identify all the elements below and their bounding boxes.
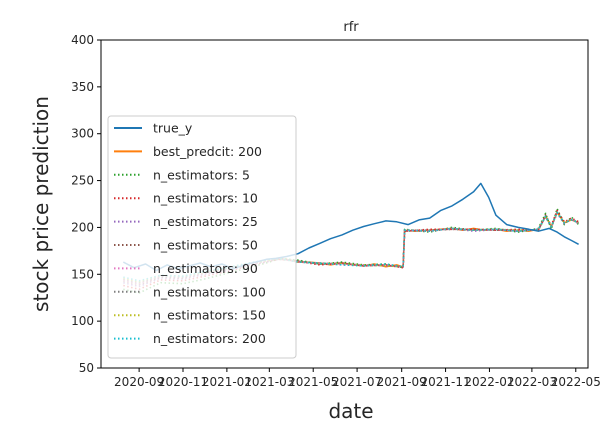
- legend-label-n-estimators-50: n_estimators: 50: [153, 238, 258, 253]
- legend-label-n-estimators-200: n_estimators: 200: [153, 331, 266, 346]
- legend-label-n-estimators-150: n_estimators: 150: [153, 308, 266, 323]
- x-axis-title: date: [328, 399, 373, 423]
- x-tick-label: 2022-03: [507, 375, 557, 389]
- y-tick-label: 150: [71, 267, 94, 281]
- y-tick-label: 50: [79, 361, 94, 375]
- legend-label-n-estimators-10: n_estimators: 10: [153, 191, 258, 206]
- chart-title: rfr: [343, 20, 359, 35]
- x-tick-label: 2021-09: [377, 375, 427, 389]
- x-tick-label: 2020-09: [114, 375, 164, 389]
- legend-label-true-y: true_y: [153, 121, 193, 136]
- legend-label-n-estimators-100: n_estimators: 100: [153, 284, 266, 299]
- legend: true_y best_predcit: 200 n_estimators: 5 n_…: [107, 115, 297, 359]
- x-tick-label: 2021-07: [332, 375, 382, 389]
- y-tick-label: 400: [71, 33, 94, 47]
- y-tick-label: 300: [71, 127, 94, 141]
- y-tick-label: 100: [71, 314, 94, 328]
- x-tick-label: 2020-11: [158, 375, 208, 389]
- x-tick-label: 2022-01: [464, 375, 514, 389]
- y-axis-title: stock price prediction: [29, 96, 53, 312]
- y-tick-label: 250: [71, 174, 94, 188]
- x-tick-label: 2021-05: [288, 375, 338, 389]
- x-tick-label: 2022-05: [551, 375, 601, 389]
- legend-label-n-estimators-90: n_estimators: 90: [153, 261, 258, 276]
- legend-label-n-estimators-5: n_estimators: 5: [153, 167, 250, 182]
- legend-label-n-estimators-25: n_estimators: 25: [153, 214, 258, 229]
- legend-box: [107, 115, 297, 359]
- series-line-n-estimators-10: [123, 209, 579, 291]
- y-axis: 50 100 150 200 250 300 350 400: [71, 33, 101, 375]
- x-tick-label: 2021-01: [202, 375, 252, 389]
- x-tick-label: 2021-11: [420, 375, 470, 389]
- legend-label-best-predcit-200: best_predcit: 200: [153, 144, 262, 159]
- plot-frame: [100, 39, 589, 369]
- y-tick-label: 350: [71, 80, 94, 94]
- y-tick-label: 200: [71, 220, 94, 234]
- x-tick-label: 2021-03: [244, 375, 294, 389]
- x-axis: 2020-092020-112021-012021-032021-052021-…: [114, 368, 601, 389]
